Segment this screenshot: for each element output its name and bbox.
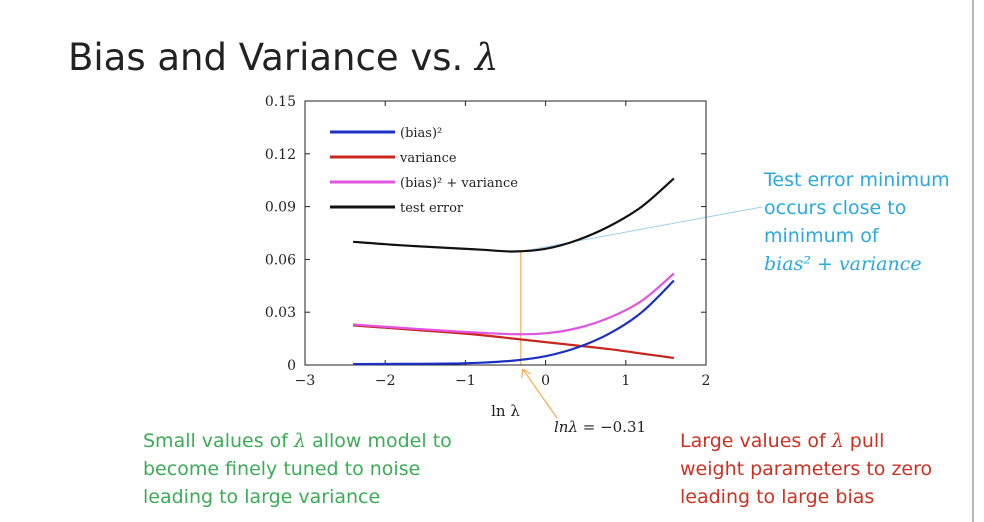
minimum-arrow-head bbox=[521, 368, 524, 379]
slide-title: Bias and Variance vs. λ bbox=[68, 36, 499, 79]
y-tick-label: 0.06 bbox=[265, 252, 296, 268]
small-lambda-note-line: leading to large variance bbox=[143, 486, 381, 508]
series-line-variance bbox=[353, 324, 675, 360]
minimum-label: lnλ = −0.31 bbox=[554, 418, 646, 436]
test-error-note-formula: bias² + variance bbox=[764, 253, 922, 275]
small-lambda-note-line: become finely tuned to noise bbox=[143, 458, 421, 480]
small-lambda-text: Small values of bbox=[143, 430, 294, 452]
minimum-label-lhs: lnλ bbox=[554, 418, 578, 436]
large-lambda-text: Large values of bbox=[680, 430, 832, 452]
pointer-line bbox=[520, 206, 763, 252]
series-line-test bbox=[353, 177, 675, 253]
test-error-note-line: occurs close to bbox=[764, 197, 907, 219]
small-lambda-text: allow model to bbox=[306, 430, 452, 452]
minimum-arrow-head bbox=[522, 368, 532, 375]
y-tick-label: 0 bbox=[287, 358, 296, 374]
y-tick-label: 0.03 bbox=[265, 305, 296, 321]
legend-label-test: test error bbox=[400, 201, 464, 216]
y-tick-label: 0.09 bbox=[265, 200, 296, 216]
series-line-bias bbox=[353, 279, 675, 366]
large-lambda-text: pull bbox=[843, 430, 885, 452]
test-error-note-line: Test error minimum bbox=[764, 169, 950, 191]
chart-legend: (bias)² variance (bias)² + variance test er… bbox=[330, 126, 518, 216]
minimum-label-rhs: = −0.31 bbox=[577, 418, 647, 436]
axis-ticks: −3 −2 −1 0 1 2 0 0.03 0.06 0.09 0.12 0.15 bbox=[265, 94, 711, 389]
legend-label-sum: (bias)² + variance bbox=[400, 176, 518, 191]
plot-frame bbox=[304, 100, 707, 366]
legend-label-bias: (bias)² bbox=[400, 126, 442, 141]
large-lambda-note: Large values of λ pull weight parameters… bbox=[680, 427, 932, 511]
large-lambda-note-line: leading to large bias bbox=[680, 486, 875, 508]
test-error-note-line: minimum of bbox=[764, 225, 879, 247]
series-layer bbox=[353, 177, 675, 366]
small-lambda-note-line: Small values of λ allow model to bbox=[143, 427, 452, 455]
x-tick-label: −1 bbox=[455, 373, 476, 389]
large-lambda-note-line: Large values of λ pull bbox=[680, 427, 932, 455]
slide-edge bbox=[972, 0, 974, 522]
x-tick-label: 2 bbox=[702, 373, 711, 389]
minimum-arrow-line bbox=[522, 368, 558, 419]
large-lambda-note-line: weight parameters to zero bbox=[680, 458, 933, 480]
small-lambda-note: Small values of λ allow model to become … bbox=[143, 427, 452, 511]
title-text: Bias and Variance vs. bbox=[68, 36, 476, 79]
small-lambda-symbol: λ bbox=[294, 430, 307, 452]
y-tick-label: 0.15 bbox=[265, 94, 296, 110]
annotation-layer bbox=[520, 206, 763, 419]
title-lambda: λ bbox=[475, 36, 499, 79]
test-error-note: Test error minimum occurs close to minim… bbox=[764, 166, 950, 278]
large-lambda-symbol: λ bbox=[831, 430, 844, 452]
y-tick-label: 0.12 bbox=[265, 147, 296, 163]
x-tick-label: 0 bbox=[541, 373, 550, 389]
x-tick-label: −3 bbox=[295, 373, 316, 389]
x-tick-label: 1 bbox=[621, 373, 630, 389]
x-tick-label: −2 bbox=[375, 373, 396, 389]
x-axis-label: ln λ bbox=[491, 402, 520, 420]
legend-label-variance: variance bbox=[399, 151, 457, 166]
series-line-sum bbox=[353, 272, 675, 336]
